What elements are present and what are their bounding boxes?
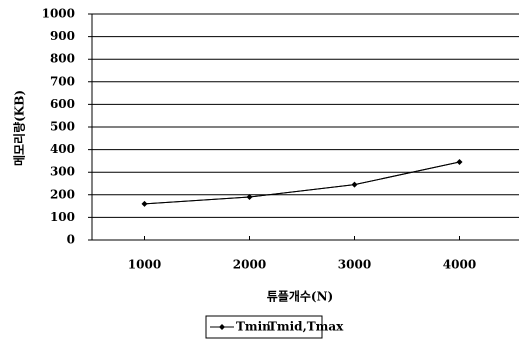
y-tick-label: 600 [50,97,75,111]
y-axis-label: 메모리량(KB) [12,90,27,166]
legend-label: Tmin [236,320,271,334]
y-tick-label: 100 [50,210,75,224]
y-tick-label: 500 [50,120,75,134]
series-line [144,161,460,205]
legend-label: Tmid,Tmax [268,320,344,334]
x-tick-label: 1000 [128,258,161,272]
legend-box [205,315,323,339]
y-tick-label: 900 [50,29,75,43]
y-tick-label: 300 [50,165,75,179]
legend-marker [219,324,225,330]
y-tick-label: 200 [50,187,75,201]
y-tick-label: 800 [50,52,75,66]
y-tick-label: 1000 [42,7,75,21]
y-tick-label: 400 [50,142,75,156]
y-tick-label: 700 [50,74,75,88]
series-line [144,161,460,205]
x-axis-label: 튜플개수(N) [267,289,334,304]
x-tick-label: 2000 [233,258,266,272]
x-tick-label: 4000 [443,258,476,272]
y-tick-label: 0 [67,233,75,247]
x-tick-label: 3000 [338,258,371,272]
